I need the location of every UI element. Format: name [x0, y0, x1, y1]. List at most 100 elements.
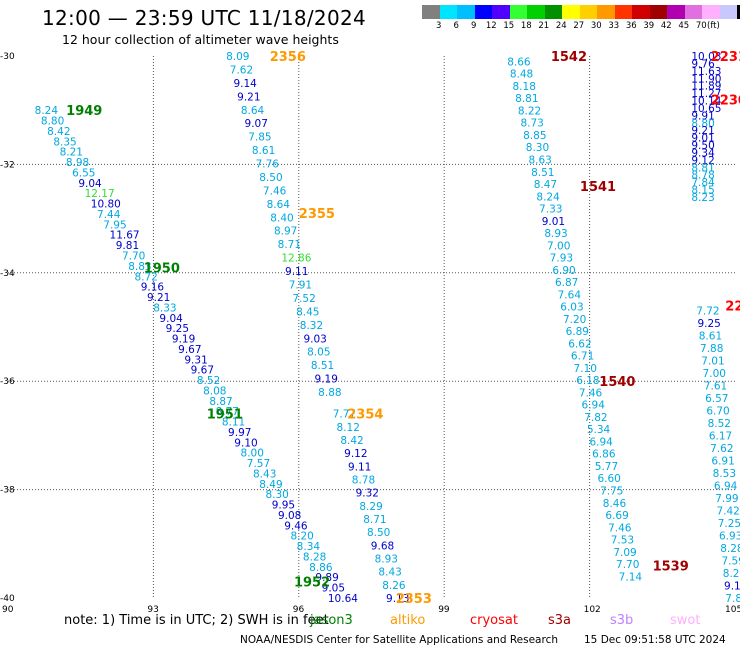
scale-tick-label: 15: [503, 21, 515, 31]
swh-value: 6.55: [72, 167, 95, 179]
color-scale-labels: 3 6 9 12 15 18 21 24 27 30 33 36 39 42 45 70: [422, 21, 710, 31]
scale-tick-label: 12: [485, 21, 497, 31]
swh-value: 8.77: [216, 406, 239, 418]
swh-value: 7.84: [691, 177, 715, 189]
swh-value: 8.40: [270, 212, 293, 224]
legend-cryosat: cryosat: [470, 613, 518, 628]
swh-value: 8.24: [35, 105, 59, 117]
scale-unit: (ft): [707, 21, 720, 31]
scale-tick-label: 33: [608, 21, 620, 31]
swh-value: 8.28: [303, 551, 326, 563]
swh-value: 5.77: [595, 461, 618, 473]
swh-value: 7.53: [611, 535, 634, 547]
scale-swatch: [579, 5, 597, 19]
swh-value: 8.53: [713, 468, 736, 480]
swh-value: 9.05: [322, 583, 345, 595]
swh-value: 12.86: [281, 253, 311, 265]
swh-value: 9.67: [191, 365, 214, 377]
swh-value: 7.85: [248, 132, 271, 144]
swh-value: 6.03: [560, 302, 583, 314]
swh-value: 7.57: [247, 458, 270, 470]
swh-value: 7.64: [558, 289, 582, 301]
swh-value: 8.52: [708, 418, 731, 430]
swh-value: 8.22: [518, 105, 541, 117]
swh-value: 7.95: [103, 219, 126, 231]
swh-value: 8.93: [544, 228, 567, 240]
scale-tick-label: 70: [695, 21, 707, 31]
scale-tick-label: 3: [436, 21, 442, 31]
swh-value: 9.11: [348, 461, 371, 473]
swh-value: 10.80: [91, 199, 121, 211]
scale-tick-label: 36: [625, 21, 637, 31]
swh-value: 10.64: [328, 593, 358, 605]
swh-value: 9.04: [78, 178, 102, 190]
swh-value: 7.44: [97, 209, 121, 221]
swh-value: 8.93: [375, 554, 398, 566]
swh-value: 7.59: [722, 556, 740, 568]
swh-value: 6.57: [705, 393, 728, 405]
swh-value: 7.72: [696, 306, 719, 318]
swh-value: 6.86: [592, 449, 616, 461]
pass-time-label: 1541: [580, 180, 616, 195]
swh-value: 8.49: [259, 479, 282, 491]
swh-value: 8.30: [265, 489, 288, 501]
scale-swatch: [474, 5, 492, 19]
swh-value: 8.28: [720, 543, 740, 555]
swh-value: 9.89: [315, 572, 338, 584]
swh-value: 11.89: [691, 81, 721, 93]
swh-value: 8.33: [153, 302, 176, 314]
pass-time-label: 223: [725, 299, 740, 314]
x-tick-label: 90: [2, 605, 14, 615]
swh-value: 11.27: [691, 88, 721, 100]
swh-value: 6.94: [714, 481, 738, 493]
swh-value: 8.45: [296, 306, 319, 318]
swh-value: 9.25: [166, 323, 189, 335]
swh-value: 6.69: [605, 510, 628, 522]
swh-value: 8.42: [340, 435, 363, 447]
swh-value: 8.35: [53, 136, 76, 148]
swh-value: 8.34: [297, 541, 321, 553]
swh-value: 6.89: [566, 326, 589, 338]
swh-value: 8.09: [226, 51, 249, 63]
swh-value: 6.91: [711, 456, 734, 468]
scale-tick-label: 27: [573, 21, 585, 31]
swh-value: 7.52: [292, 293, 315, 305]
y-tick-label: -32: [0, 160, 15, 170]
swh-value: 9.32: [356, 488, 379, 500]
swh-value: 6.62: [568, 338, 591, 350]
scale-swatch: [702, 5, 720, 19]
swh-value: 8.97: [274, 226, 297, 238]
swh-value: 11.67: [110, 230, 140, 242]
swh-value: 6.70: [706, 406, 729, 418]
scale-swatch: [527, 5, 545, 19]
swh-value: 9.31: [184, 354, 207, 366]
swh-value: 9.11: [285, 266, 308, 278]
swh-value: 8.80: [41, 116, 64, 128]
swh-value: 6.94: [589, 436, 613, 448]
swh-value: 7.91: [289, 280, 312, 292]
swh-value: 7.25: [718, 518, 740, 530]
swh-value: 10.14: [691, 96, 721, 108]
pass-time-label: 2354: [347, 408, 383, 423]
credit-timestamp: 15 Dec 09:51:58 UTC 2024: [584, 634, 726, 646]
swh-value: 9.14: [233, 78, 257, 90]
y-tick-label: -36: [0, 377, 15, 387]
credit-line: NOAA/NESDIS Center for Satellite Applica…: [240, 634, 558, 646]
scale-swatch: [614, 5, 632, 19]
swh-value: 8.81: [515, 93, 538, 105]
pass-time-label: 2356: [270, 50, 306, 65]
pass-time-label: 2355: [299, 207, 335, 222]
swh-value: 12.17: [85, 188, 115, 200]
y-tick-label: -38: [0, 486, 15, 496]
swh-value: 7.33: [539, 204, 562, 216]
swh-value: 7.70: [122, 251, 145, 263]
pass-time-label: 1539: [653, 559, 689, 574]
swh-value: 8.12: [337, 422, 360, 434]
swh-value: 9.91: [691, 110, 714, 122]
swh-value: 9.12: [691, 155, 714, 167]
scale-swatch: [509, 5, 527, 19]
footnote: note: 1) Time is in UTC; 2) SWH is in fe…: [64, 613, 329, 628]
swh-value: 9.12: [344, 448, 367, 460]
swh-value: 9.21: [237, 91, 260, 103]
scale-swatch: [737, 5, 740, 19]
